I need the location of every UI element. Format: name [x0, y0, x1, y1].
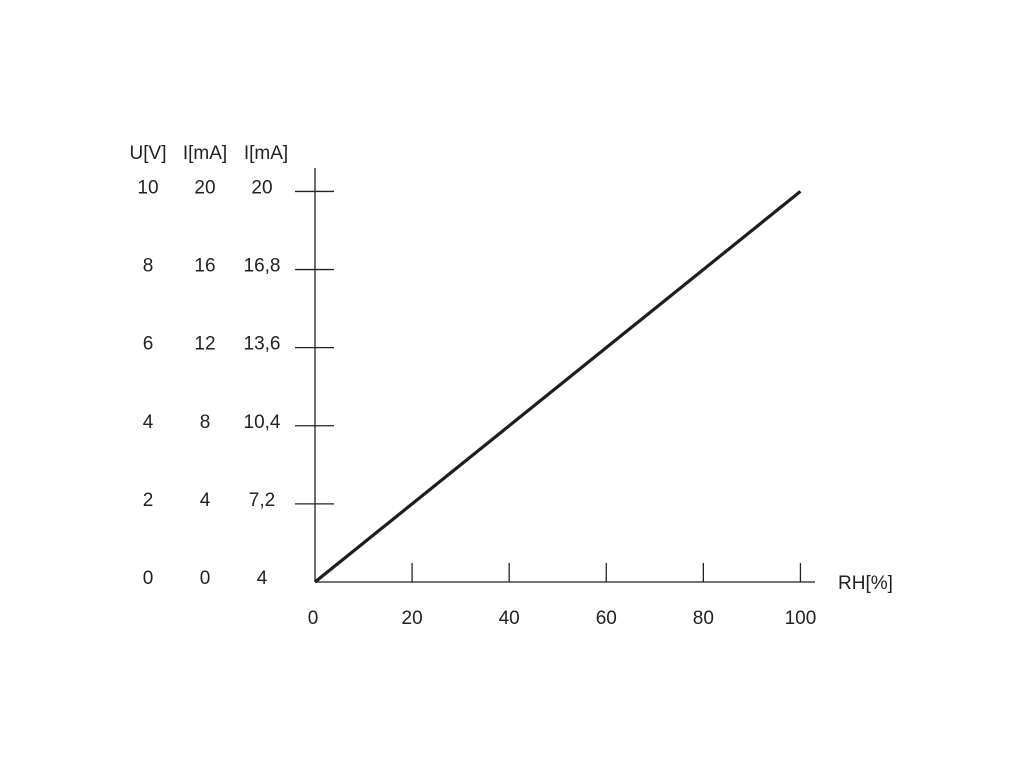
y-tick-label: 6: [143, 334, 154, 355]
y2-tick-label: 20: [194, 177, 215, 198]
y-tick-label: 4: [143, 412, 154, 433]
y2-axis-label: I[mA]: [183, 143, 227, 164]
y3-tick-label: 13,6: [244, 334, 281, 355]
x-tick-label: 100: [785, 608, 817, 629]
y-tick-label: 8: [143, 256, 154, 277]
x-tick-label: 60: [596, 608, 617, 629]
y3-tick-label: 10,4: [244, 412, 281, 433]
x-tick-label: 20: [402, 608, 423, 629]
x-tick-label: 80: [693, 608, 714, 629]
x-tick-label: 40: [499, 608, 520, 629]
y2-tick-label: 8: [200, 412, 211, 433]
y-axis-label: U[V]: [130, 143, 167, 164]
y-tick-label: 2: [143, 490, 154, 511]
y3-tick-label: 7,2: [249, 490, 275, 511]
y-tick-label: 10: [137, 177, 158, 198]
x-tick-label: 0: [308, 608, 319, 629]
y2-tick-label: 16: [194, 256, 215, 277]
y3-tick-label: 4: [257, 568, 268, 589]
x-axis-label: RH[%]: [838, 573, 893, 594]
y2-tick-label: 0: [200, 568, 211, 589]
y2-tick-label: 12: [194, 334, 215, 355]
y3-tick-label: 20: [251, 177, 272, 198]
data-line: [313, 190, 802, 584]
y-tick-label: 0: [143, 568, 154, 589]
y3-tick-label: 16,8: [244, 256, 281, 277]
y2-tick-label: 4: [200, 490, 211, 511]
y3-axis-label: I[mA]: [244, 143, 288, 164]
